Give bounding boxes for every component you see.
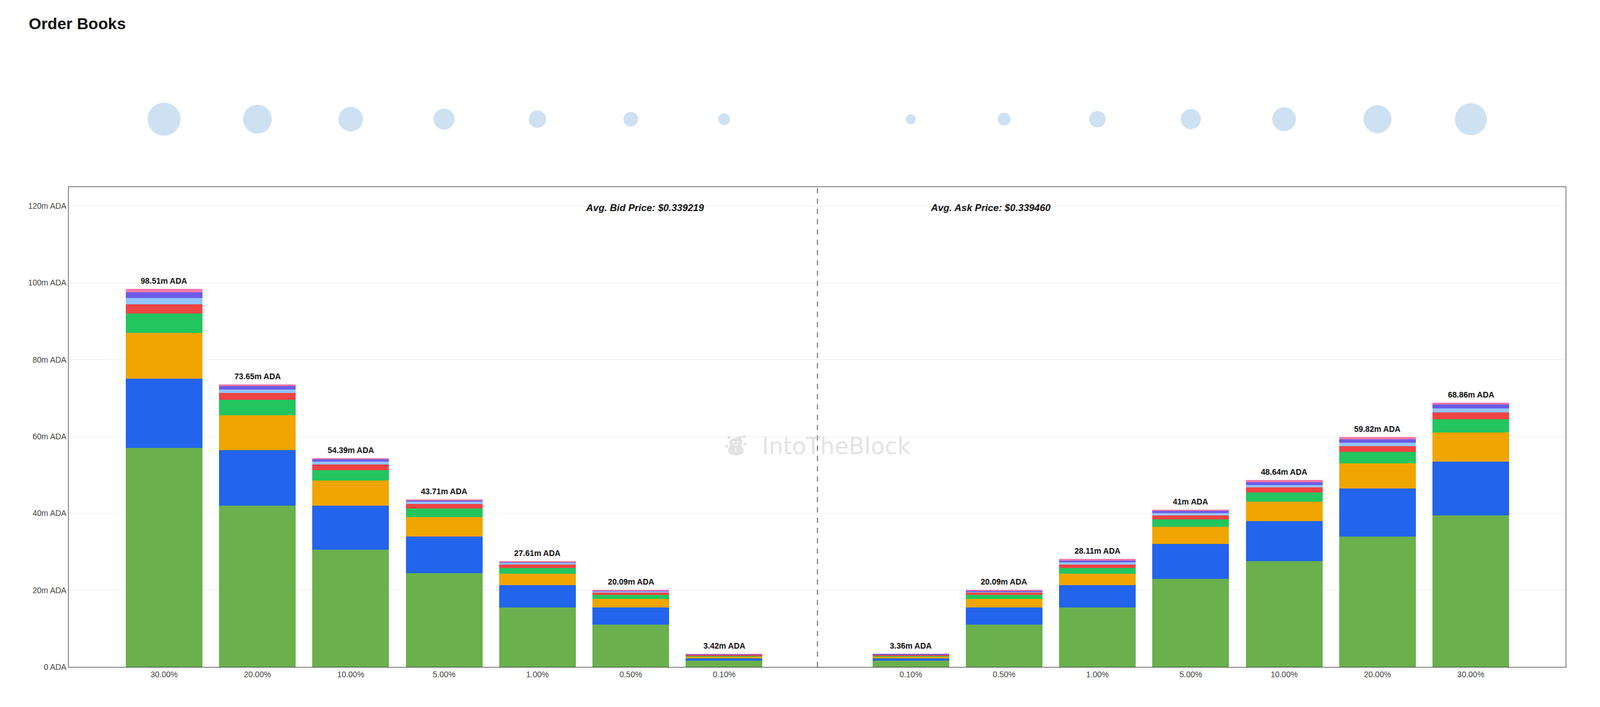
svg-text:120m ADA: 120m ADA bbox=[28, 201, 67, 211]
svg-text:100m ADA: 100m ADA bbox=[28, 277, 67, 288]
svg-text:43.71m ADA: 43.71m ADA bbox=[420, 486, 468, 496]
svg-text:20.09m ADA: 20.09m ADA bbox=[980, 576, 1028, 587]
svg-text:⛇ IntoTheBlock: ⛇ IntoTheBlock bbox=[724, 432, 911, 460]
svg-text:1.00%: 1.00% bbox=[526, 669, 549, 679]
svg-text:0 ADA: 0 ADA bbox=[43, 662, 67, 672]
svg-text:54.39m ADA: 54.39m ADA bbox=[327, 445, 374, 455]
svg-text:68.86m ADA: 68.86m ADA bbox=[1447, 389, 1495, 400]
svg-text:Avg. Ask Price: $0.339460: Avg. Ask Price: $0.339460 bbox=[930, 202, 1052, 214]
svg-text:Order Books: Order Books bbox=[28, 14, 126, 33]
svg-text:30.00%: 30.00% bbox=[1457, 669, 1484, 679]
svg-text:27.61m ADA: 27.61m ADA bbox=[514, 548, 561, 558]
svg-text:80m ADA: 80m ADA bbox=[32, 355, 67, 365]
svg-text:10.00%: 10.00% bbox=[337, 669, 365, 679]
svg-text:41m ADA: 41m ADA bbox=[1172, 496, 1209, 507]
svg-text:98.51m ADA: 98.51m ADA bbox=[140, 276, 187, 286]
svg-text:0.50%: 0.50% bbox=[619, 669, 643, 679]
svg-text:20m ADA: 20m ADA bbox=[32, 585, 67, 595]
svg-text:0.10%: 0.10% bbox=[899, 669, 923, 679]
svg-text:3.42m ADA: 3.42m ADA bbox=[703, 641, 746, 651]
svg-text:20.00%: 20.00% bbox=[1363, 669, 1391, 679]
svg-text:73.65m ADA: 73.65m ADA bbox=[234, 371, 281, 381]
svg-text:10.00%: 10.00% bbox=[1270, 669, 1298, 679]
svg-text:40m ADA: 40m ADA bbox=[32, 508, 67, 518]
svg-text:20.09m ADA: 20.09m ADA bbox=[607, 576, 655, 587]
svg-text:28.11m ADA: 28.11m ADA bbox=[1074, 546, 1121, 556]
svg-text:1.00%: 1.00% bbox=[1085, 669, 1109, 679]
svg-text:3.36m ADA: 3.36m ADA bbox=[889, 641, 932, 651]
svg-text:0.50%: 0.50% bbox=[992, 669, 1016, 679]
svg-text:Avg. Bid Price: $0.339219: Avg. Bid Price: $0.339219 bbox=[585, 202, 705, 214]
svg-text:59.82m ADA: 59.82m ADA bbox=[1354, 424, 1401, 434]
svg-text:20.00%: 20.00% bbox=[243, 669, 271, 679]
svg-text:5.00%: 5.00% bbox=[432, 669, 456, 679]
svg-text:30.00%: 30.00% bbox=[150, 669, 178, 679]
svg-text:48.64m ADA: 48.64m ADA bbox=[1260, 467, 1308, 477]
svg-text:60m ADA: 60m ADA bbox=[32, 431, 67, 441]
svg-text:0.10%: 0.10% bbox=[712, 669, 736, 679]
svg-text:5.00%: 5.00% bbox=[1179, 669, 1203, 679]
